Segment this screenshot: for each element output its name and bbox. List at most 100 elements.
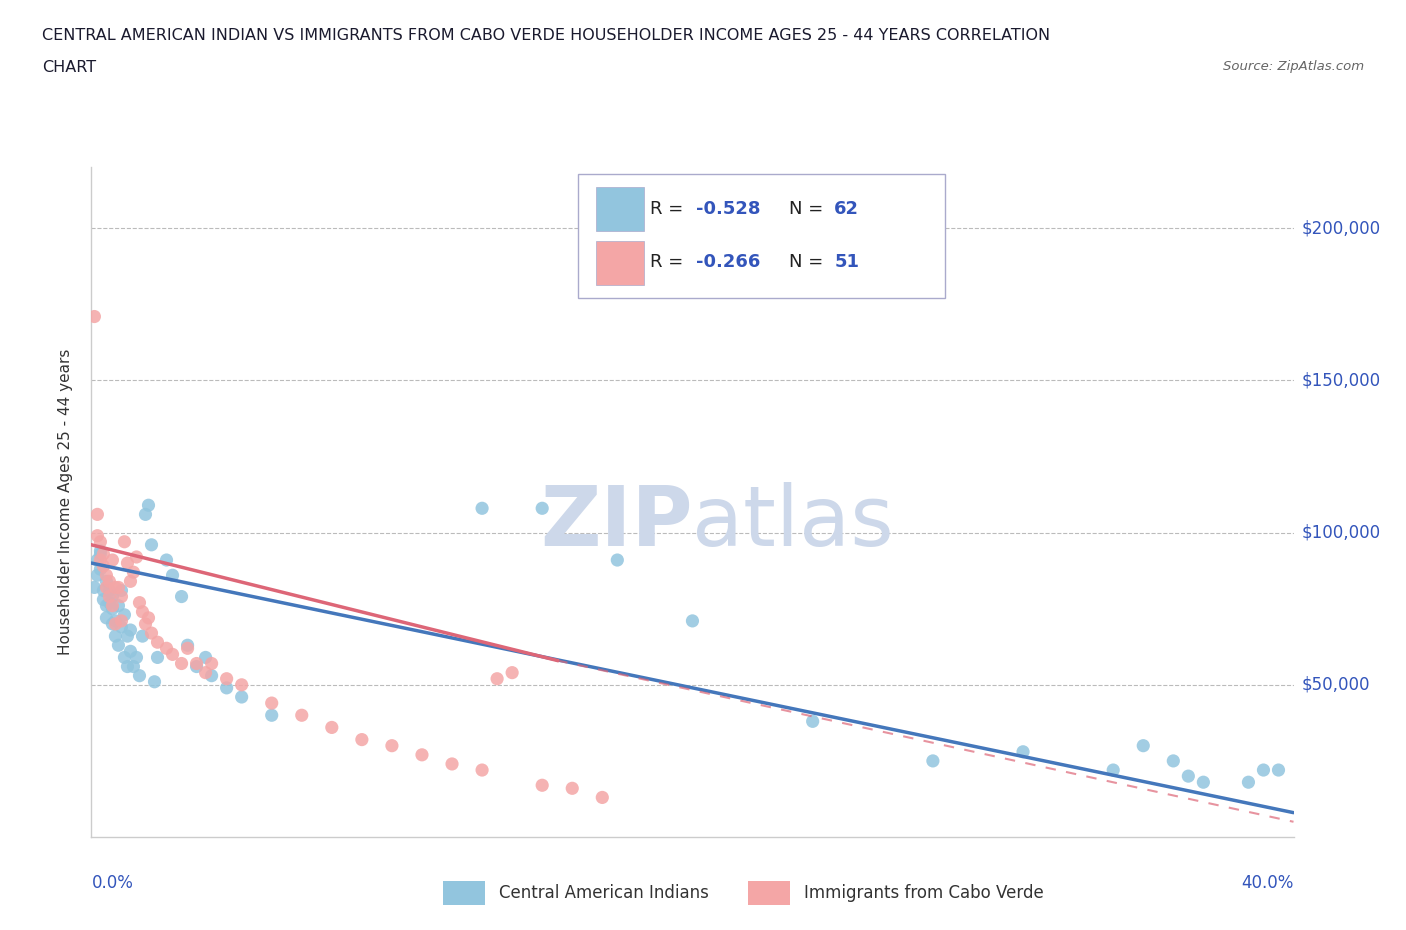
Point xyxy=(89,552,111,567)
Point xyxy=(321,720,343,735)
Point xyxy=(186,656,208,671)
FancyBboxPatch shape xyxy=(596,188,644,231)
Point xyxy=(114,607,136,622)
Point xyxy=(104,580,127,595)
Point xyxy=(104,617,127,631)
Point xyxy=(98,583,121,598)
Point xyxy=(176,638,198,653)
Point xyxy=(120,644,142,658)
Point xyxy=(194,650,217,665)
Point xyxy=(201,669,224,684)
Point xyxy=(471,501,494,516)
Point xyxy=(128,669,150,684)
Text: ZIP: ZIP xyxy=(540,482,692,563)
Point xyxy=(170,656,193,671)
Point xyxy=(110,619,132,634)
Point xyxy=(96,580,118,595)
Point xyxy=(501,665,523,680)
Point xyxy=(146,635,169,650)
Text: Central American Indians: Central American Indians xyxy=(499,884,709,902)
Point xyxy=(231,677,253,692)
Point xyxy=(98,574,121,589)
Text: CHART: CHART xyxy=(42,60,96,75)
Point xyxy=(104,629,127,644)
Point xyxy=(381,738,404,753)
Point xyxy=(350,732,373,747)
Point xyxy=(107,598,129,613)
Point xyxy=(1102,763,1125,777)
Point xyxy=(141,538,163,552)
Point xyxy=(138,498,160,512)
Point xyxy=(186,659,208,674)
Point xyxy=(141,626,163,641)
Point xyxy=(83,580,105,595)
Point xyxy=(83,309,105,324)
Point xyxy=(89,543,111,558)
Point xyxy=(260,708,283,723)
Point xyxy=(1267,763,1289,777)
Point xyxy=(1177,769,1199,784)
Point xyxy=(681,614,703,629)
Point xyxy=(110,589,132,604)
Point xyxy=(86,568,108,583)
Text: CENTRAL AMERICAN INDIAN VS IMMIGRANTS FROM CABO VERDE HOUSEHOLDER INCOME AGES 25: CENTRAL AMERICAN INDIAN VS IMMIGRANTS FR… xyxy=(42,28,1050,43)
Text: -0.266: -0.266 xyxy=(696,254,761,272)
Text: Immigrants from Cabo Verde: Immigrants from Cabo Verde xyxy=(804,884,1045,902)
Point xyxy=(1012,744,1035,759)
Point xyxy=(114,535,136,550)
Point xyxy=(231,689,253,704)
Point xyxy=(131,604,153,619)
Point xyxy=(531,501,554,516)
Point xyxy=(125,550,148,565)
Point xyxy=(411,748,433,763)
Point xyxy=(201,656,224,671)
Point xyxy=(107,580,129,595)
Point xyxy=(162,647,184,662)
Point xyxy=(138,610,160,625)
Point xyxy=(471,763,494,777)
Point xyxy=(96,610,118,625)
Point xyxy=(101,598,124,613)
Y-axis label: Householder Income Ages 25 - 44 years: Householder Income Ages 25 - 44 years xyxy=(58,349,73,656)
Point xyxy=(922,753,945,768)
Point xyxy=(89,535,111,550)
Point xyxy=(440,756,463,771)
Point xyxy=(606,552,628,567)
Point xyxy=(86,552,108,567)
Point xyxy=(110,583,132,598)
Point xyxy=(120,574,142,589)
Point xyxy=(486,671,509,686)
Text: $200,000: $200,000 xyxy=(1302,219,1381,237)
Text: N =: N = xyxy=(789,254,828,272)
Point xyxy=(215,671,238,686)
Point xyxy=(155,552,177,567)
Point xyxy=(155,641,177,656)
Text: 62: 62 xyxy=(834,200,859,218)
Text: R =: R = xyxy=(651,254,689,272)
Point xyxy=(134,617,156,631)
Point xyxy=(104,614,127,629)
Text: Source: ZipAtlas.com: Source: ZipAtlas.com xyxy=(1223,60,1364,73)
Point xyxy=(131,629,153,644)
Point xyxy=(1237,775,1260,790)
Point xyxy=(125,650,148,665)
Point xyxy=(89,562,111,577)
Point xyxy=(128,595,150,610)
Point xyxy=(176,641,198,656)
Point xyxy=(107,638,129,653)
Point xyxy=(291,708,314,723)
Point xyxy=(93,559,115,574)
Point xyxy=(89,547,111,562)
Text: 0.0%: 0.0% xyxy=(91,874,134,892)
Point xyxy=(86,528,108,543)
Point xyxy=(146,650,169,665)
Point xyxy=(260,696,283,711)
Point xyxy=(93,583,115,598)
Point xyxy=(591,790,613,804)
Point xyxy=(170,589,193,604)
Point xyxy=(561,781,583,796)
Text: atlas: atlas xyxy=(692,482,894,563)
FancyBboxPatch shape xyxy=(578,174,945,298)
Point xyxy=(101,602,124,617)
Text: N =: N = xyxy=(789,200,828,218)
